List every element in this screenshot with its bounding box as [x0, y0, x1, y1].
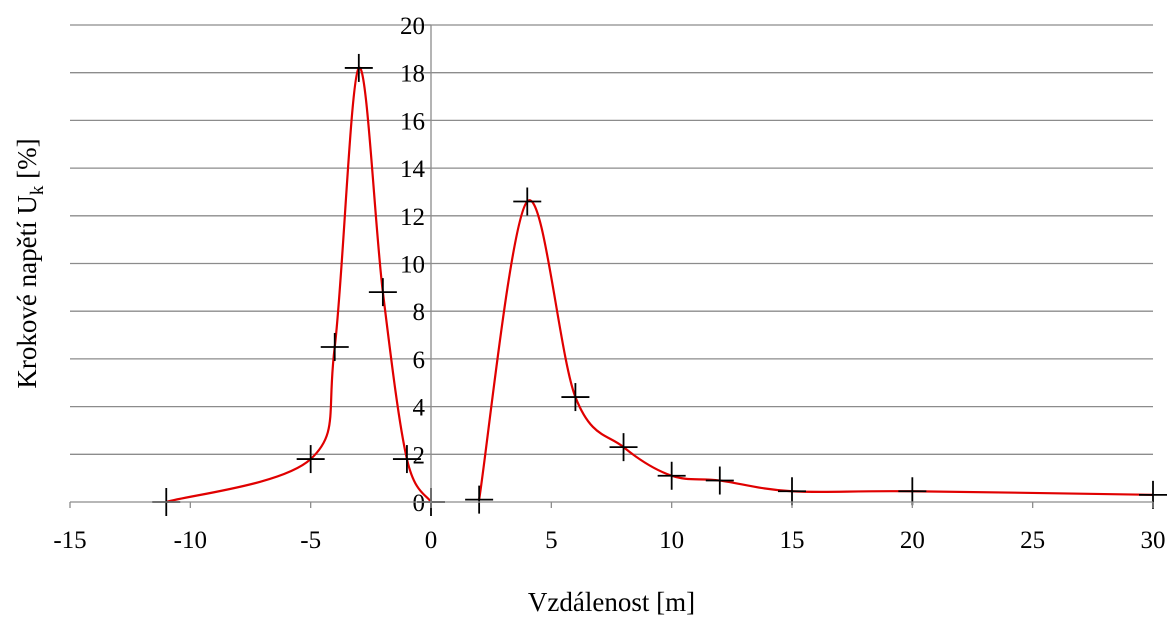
x-tick-label: -10 — [174, 527, 207, 554]
data-point-marker — [561, 383, 590, 412]
y-axis-title-subscript: k — [27, 185, 48, 195]
x-tick-label: 25 — [1020, 527, 1045, 554]
y-axis-title-main: Krokové napětí U — [12, 195, 42, 388]
y-tick-label: 8 — [413, 299, 426, 326]
data-point-marker — [320, 332, 349, 361]
x-tick-label: -15 — [53, 527, 86, 554]
x-tick-label: 10 — [659, 527, 684, 554]
gridlines — [70, 24, 1153, 455]
y-tick-label: 10 — [400, 252, 425, 279]
data-point-marker — [368, 278, 397, 307]
x-axis-title: Vzdálenost [m] — [528, 587, 695, 617]
x-tick-label: 15 — [780, 527, 805, 554]
y-tick-label: 4 — [413, 395, 426, 422]
data-point-marker — [465, 485, 494, 514]
x-tick-label: 5 — [545, 527, 558, 554]
y-tick-label: 16 — [400, 108, 425, 135]
data-markers — [152, 53, 1167, 516]
y-tick-label: 2 — [413, 442, 426, 469]
series-lines — [165, 66, 1154, 504]
y-axis-title-unit: [%] — [12, 138, 42, 185]
y-tick-label: 12 — [400, 204, 425, 231]
data-point-marker — [898, 477, 927, 506]
y-axis-title: Krokové napětí Uk [%] — [12, 138, 48, 388]
y-tick-label: 20 — [400, 13, 425, 40]
x-tick-label: 30 — [1141, 527, 1166, 554]
y-tick-label: 14 — [400, 156, 426, 183]
y-tick-label: 18 — [400, 61, 425, 88]
x-tick-label: 0 — [425, 527, 438, 554]
data-point-marker — [296, 445, 325, 474]
y-tick-label: 0 — [413, 490, 426, 517]
y-tick-labels: 0 2 4 6 8 10 12 14 16 18 20 — [400, 13, 431, 517]
y-tick-label: 6 — [413, 347, 426, 374]
data-point-marker — [344, 53, 373, 82]
series-line-1 — [165, 66, 432, 504]
x-tick-label: 20 — [900, 527, 925, 554]
data-point-marker — [513, 187, 542, 216]
data-point-marker — [609, 433, 638, 462]
data-point-marker — [778, 477, 806, 506]
data-point-marker — [657, 461, 686, 490]
data-point-marker — [392, 445, 421, 474]
data-point-marker — [705, 466, 734, 495]
x-tick-label: -5 — [300, 527, 321, 554]
x-tick-labels: -15 -10 -5 0 5 10 15 20 25 30 — [53, 502, 1166, 554]
